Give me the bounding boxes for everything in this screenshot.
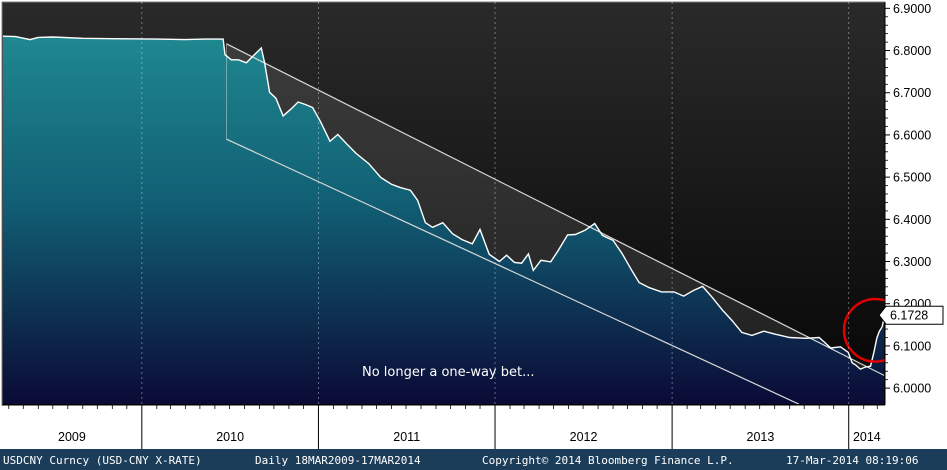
last-value-tag-box — [878, 305, 944, 325]
footer-copyright: Copyright© 2014 Bloomberg Finance L.P. — [482, 454, 734, 467]
x-axis: 2009 2010 2011 2012 2013 2014 — [2, 2, 885, 449]
y-tick-label: 6.7000 — [893, 86, 931, 100]
last-value-label: 6.1728 — [890, 309, 928, 323]
y-tick-label: 6.0000 — [893, 382, 931, 396]
y-tick-label: 6.1000 — [893, 339, 931, 353]
footer-bar — [0, 449, 947, 470]
y-tick-label: 6.8000 — [893, 44, 931, 58]
footer-ticker: USDCNY Curncy (USD-CNY X-RATE) — [3, 454, 202, 467]
annotation-text: No longer a one-way bet... — [362, 365, 535, 380]
x-axis-band — [2, 405, 885, 449]
y-axis-band — [885, 0, 947, 449]
channel-lower-line — [226, 138, 800, 404]
price-area — [3, 36, 884, 404]
footer-range: Daily 18MAR2009-17MAR2014 — [255, 454, 421, 467]
trend-channel — [226, 43, 884, 404]
y-tick-label: 6.5000 — [893, 171, 931, 185]
y-tick-label: 6.6000 — [893, 128, 931, 142]
x-year-label: 2013 — [747, 430, 775, 444]
x-year-label: 2009 — [58, 430, 86, 444]
x-year-label: 2011 — [393, 430, 420, 444]
channel-upper-line — [226, 43, 884, 377]
x-year-label: 2014 — [853, 430, 881, 444]
y-tick-label: 6.9000 — [893, 2, 931, 16]
x-year-label: 2012 — [570, 430, 598, 444]
price-line — [3, 35, 884, 370]
x-year-label: 2010 — [216, 430, 244, 444]
footer-timestamp: 17-Mar-2014 08:19:06 — [786, 454, 918, 467]
y-axis: 6.00006.10006.20006.30006.40006.50006.60… — [884, 0, 947, 449]
y-tick-label: 6.4000 — [893, 213, 931, 227]
y-tick-label: 6.3000 — [893, 255, 931, 269]
last-value-tag: 6.1728 — [878, 305, 944, 325]
